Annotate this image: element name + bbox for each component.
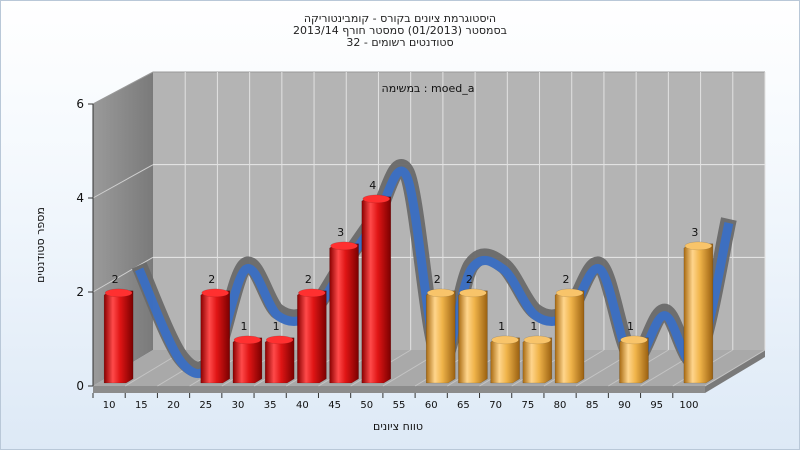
data-label: 1 (273, 320, 280, 333)
data-label: 2 (466, 273, 473, 286)
bar-top (265, 335, 294, 345)
bar (200, 290, 230, 384)
x-tick-label: 25 (199, 400, 212, 411)
y-tick-label: 6 (76, 97, 84, 111)
bar-top (620, 335, 648, 345)
bar-top (298, 288, 326, 298)
y-tick-label: 2 (76, 285, 84, 299)
bar (329, 243, 359, 384)
x-tick-label: 45 (328, 400, 341, 411)
x-tick-label: 100 (679, 400, 698, 411)
data-label: 3 (691, 226, 698, 239)
data-label: 3 (337, 226, 344, 239)
x-tick-label: 20 (167, 400, 180, 411)
plot-annotation: במשימה : moed_a (382, 82, 475, 95)
data-label: 1 (498, 320, 505, 333)
x-tick-label: 85 (586, 400, 599, 411)
data-label: 2 (434, 273, 441, 286)
bar-top (233, 335, 262, 345)
grid-line-floor (704, 349, 766, 387)
y-tick-label: 0 (76, 379, 84, 393)
x-tick-label: 60 (425, 400, 438, 411)
bar (425, 290, 456, 384)
bar (490, 337, 520, 384)
x-tick-label: 15 (135, 400, 148, 411)
bar-top (362, 194, 391, 204)
grid-line-side (92, 256, 154, 293)
bar (458, 290, 488, 384)
bar (361, 196, 392, 384)
data-label: 2 (208, 273, 215, 286)
y-axis-title: מספר סטודנטים (34, 207, 47, 283)
bar-top (104, 288, 133, 298)
x-tick-label: 90 (618, 400, 631, 411)
bar-top (330, 241, 358, 251)
bar-top (426, 288, 455, 298)
x-axis-title: טווח ציונים (373, 420, 423, 433)
bar-top (684, 241, 713, 251)
x-tick-label: 35 (264, 400, 277, 411)
data-label: 2 (563, 273, 570, 286)
x-tick-label: 95 (650, 400, 663, 411)
data-label: 1 (240, 320, 247, 333)
bar (554, 290, 585, 384)
bar-top (555, 288, 584, 298)
x-tick-label: 80 (554, 400, 567, 411)
bar-top (459, 288, 487, 298)
x-tick-label: 65 (457, 400, 470, 411)
data-label: 2 (305, 273, 312, 286)
x-tick-label: 50 (360, 400, 373, 411)
y-tick-label: 4 (76, 191, 84, 205)
bar (103, 290, 134, 384)
x-tick-label: 70 (489, 400, 502, 411)
bar (683, 243, 714, 384)
grid-line-side (92, 164, 154, 199)
data-label: 1 (530, 320, 537, 333)
bar (232, 337, 263, 384)
chart-floor-edge (705, 350, 765, 393)
bar-top (491, 335, 519, 345)
x-tick-label: 75 (521, 400, 534, 411)
chart-title-line-2: בסמסטר (01/2013) סמסטר חורף 2013/14 (293, 24, 507, 37)
bar (522, 337, 553, 384)
chart-title-line-3: סטודנטים רשומים - 32 (346, 36, 453, 49)
x-tick-label: 30 (232, 400, 245, 411)
bar-top (523, 335, 552, 345)
data-label: 2 (112, 273, 119, 286)
data-label: 1 (627, 320, 634, 333)
x-tick-label: 10 (103, 400, 116, 411)
x-tick-label: 55 (393, 400, 406, 411)
x-tick-label: 40 (296, 400, 309, 411)
bar (297, 290, 327, 384)
bar (619, 337, 649, 384)
bar-top (201, 288, 229, 298)
back-wall-top-edge (92, 71, 765, 105)
bar (264, 337, 295, 384)
chart-floor-front (93, 386, 705, 393)
data-label: 4 (369, 179, 376, 192)
chart-title-line-1: היסטוגרמת ציונים בקורס - קומבינטוריקה (304, 12, 496, 25)
